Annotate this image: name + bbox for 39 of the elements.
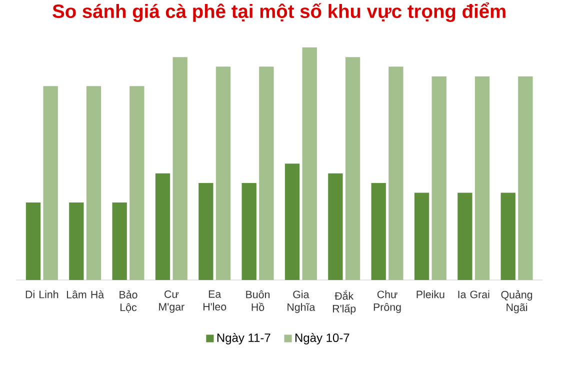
x-tick-label: Lâm Hà bbox=[66, 290, 104, 298]
bar bbox=[259, 66, 274, 280]
x-tick-label: Di Linh bbox=[26, 290, 58, 298]
bar bbox=[242, 182, 256, 280]
bar bbox=[26, 202, 41, 280]
bar bbox=[155, 173, 170, 280]
chart-title: So sánh giá cà phê tại một số khu vực trọng điểm bbox=[52, 2, 506, 22]
x-tick-label: Pleiku bbox=[416, 290, 444, 298]
bar bbox=[388, 66, 404, 280]
bar bbox=[86, 86, 102, 280]
bar bbox=[500, 192, 516, 280]
bar bbox=[371, 182, 386, 280]
bar bbox=[518, 76, 533, 280]
bar bbox=[345, 57, 360, 280]
bar bbox=[172, 57, 188, 280]
x-tick-label: Bảo Lộc bbox=[120, 290, 138, 313]
bar bbox=[130, 86, 144, 280]
bar bbox=[302, 47, 317, 280]
bar bbox=[284, 164, 300, 280]
x-tick-label: Quảng Ngãi bbox=[501, 290, 532, 314]
legend-label: Ngày 10-7 bbox=[295, 333, 350, 344]
bar bbox=[43, 86, 58, 280]
x-tick-label: Chư Prông bbox=[374, 290, 401, 314]
bar bbox=[112, 202, 127, 280]
bar bbox=[328, 173, 343, 280]
x-tick-label: Gia Nghĩa bbox=[288, 290, 316, 314]
bar bbox=[198, 182, 214, 280]
x-tick-label: Ea H'leo bbox=[203, 290, 226, 311]
x-tick-label: Cư M'gar bbox=[159, 290, 184, 313]
bar bbox=[458, 192, 472, 280]
x-tick-label: Buôn Hồ bbox=[246, 290, 270, 311]
legend-label: Ngày 11-7 bbox=[217, 333, 270, 344]
bar bbox=[216, 66, 231, 280]
bar bbox=[69, 202, 84, 280]
bar bbox=[414, 192, 430, 280]
bar bbox=[432, 76, 446, 280]
x-tick-label: Đắk R'lấp bbox=[332, 290, 356, 315]
x-tick-label: Ia Grai bbox=[458, 290, 490, 298]
bar bbox=[474, 76, 490, 280]
